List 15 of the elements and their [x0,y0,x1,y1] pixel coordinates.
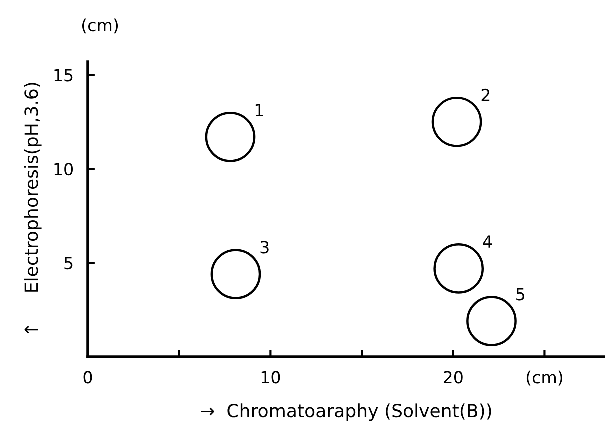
y-tick-label: 15 [54,69,73,82]
y-tick-label: 10 [54,163,74,176]
x-tick-label: 0 [84,371,92,384]
text: (cm) [82,18,118,34]
annotation: 3 [260,241,269,254]
y-axis-title: ↑ Electrophoresis(pH,3.6) [24,83,42,334]
annotation: 5 [516,288,524,301]
annotation: 2 [482,88,490,102]
x-tick-label: 10 [262,371,280,384]
x-tick-label: 20 [444,371,463,384]
x-axis-title: → Chromatoaraphy (Solvent(B)) [201,404,492,422]
y-tick-label: 5 [64,257,73,270]
x-tick-label: (cm) [526,370,562,386]
annotation: 1 [256,104,264,116]
annotation: 4 [483,236,492,248]
